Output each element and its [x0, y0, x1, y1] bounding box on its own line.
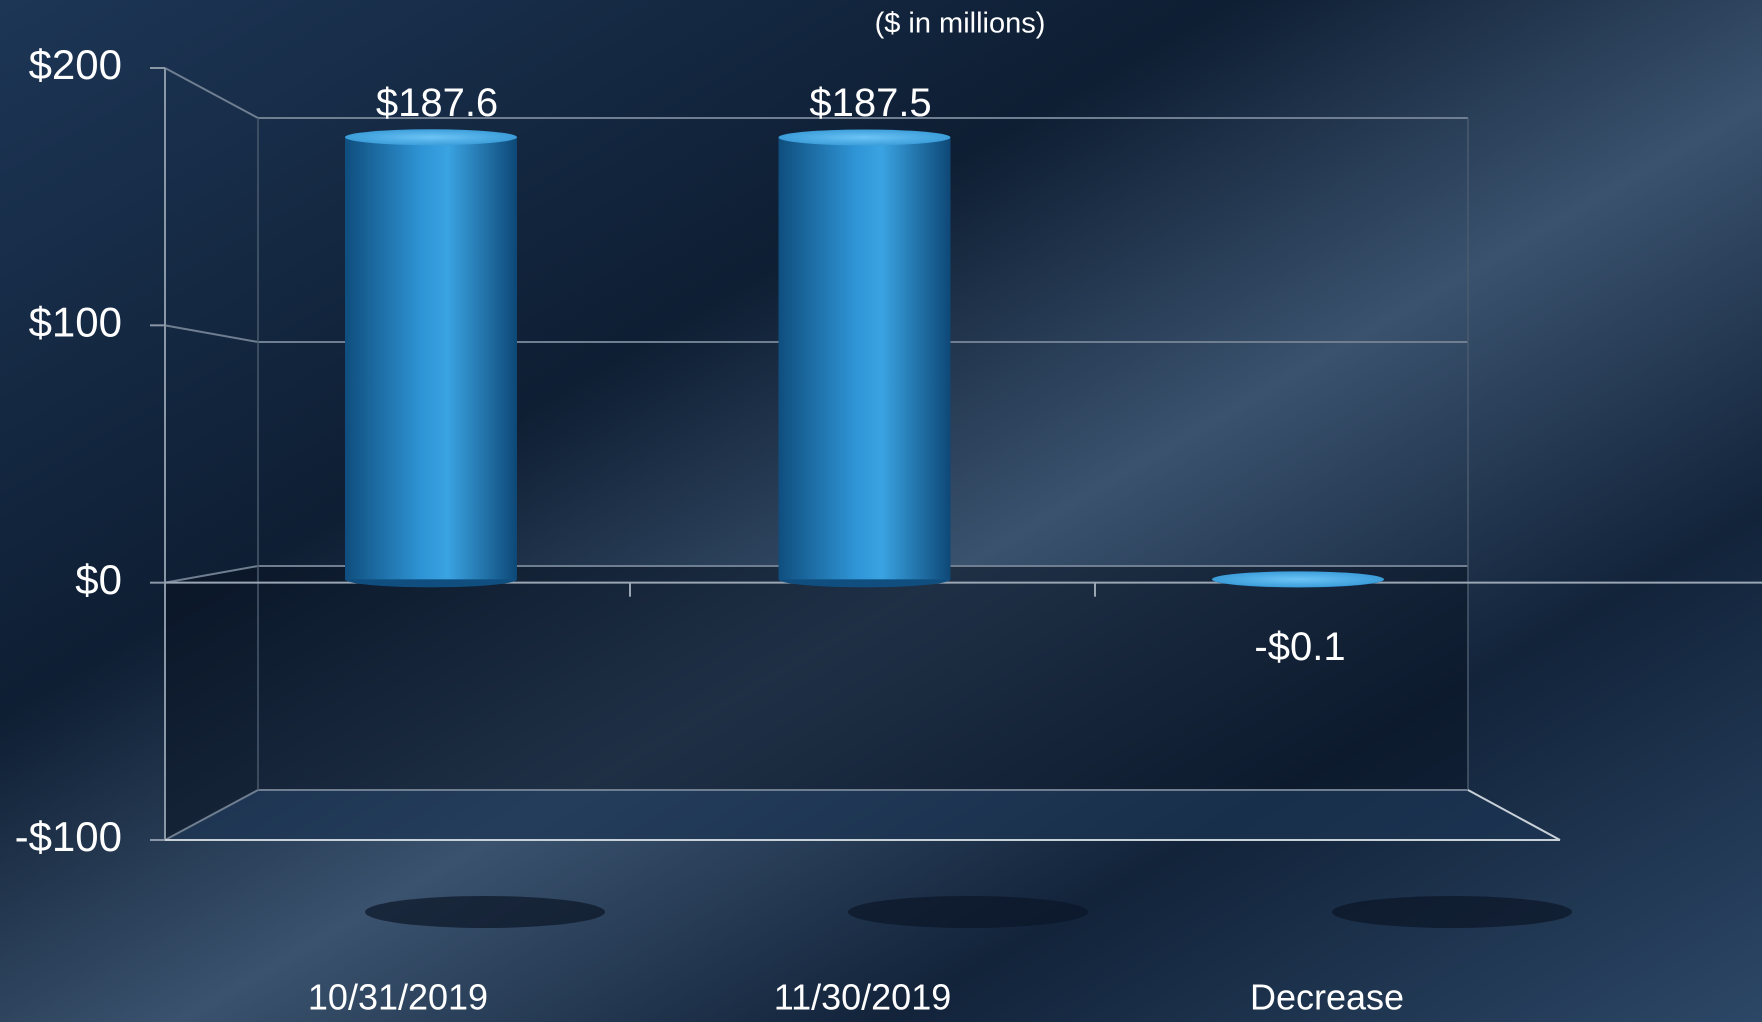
- shadow: [848, 896, 1088, 928]
- side-wall-lower: [165, 566, 258, 840]
- x-tick-label: 11/30/2019: [774, 977, 952, 1018]
- value-label: -$0.1: [1254, 625, 1345, 669]
- bar-top: [345, 129, 517, 146]
- grid-line-side: [164, 565, 259, 584]
- bar-top: [1212, 571, 1384, 588]
- shadow: [1332, 896, 1572, 928]
- subtitle: ($ in millions): [875, 8, 1046, 40]
- back-wall-lower: [258, 566, 1468, 790]
- bar: [345, 137, 517, 580]
- grid-line-side: [164, 324, 259, 343]
- floor: [165, 790, 1560, 840]
- value-label: $187.6: [376, 81, 498, 125]
- value-label: $187.5: [809, 81, 931, 125]
- floor-right: [1467, 789, 1561, 841]
- shadow: [365, 896, 605, 928]
- y-tick-label: $0: [75, 556, 122, 603]
- x-tick-label: 10/31/2019: [308, 977, 488, 1018]
- y-tick-label: $100: [29, 298, 122, 345]
- x-tick-label: Decrease: [1250, 977, 1404, 1018]
- y-tick-label: $200: [29, 41, 122, 88]
- grid-line-side: [164, 67, 259, 119]
- bar: [778, 137, 951, 580]
- y-tick-label: -$100: [15, 813, 122, 860]
- bar-top: [778, 129, 951, 146]
- grid-line-side: [164, 789, 259, 841]
